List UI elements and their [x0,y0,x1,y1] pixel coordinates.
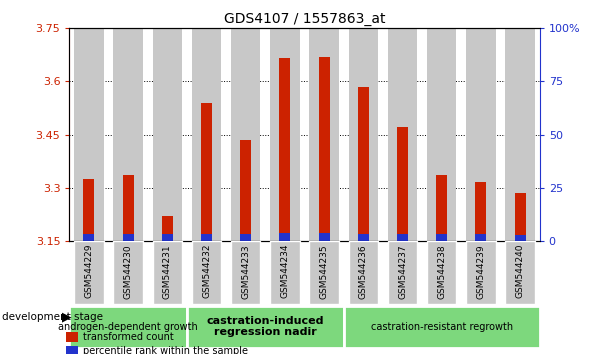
Bar [66,332,78,342]
Text: percentile rank within the sample: percentile rank within the sample [83,346,248,354]
Text: GSM544236: GSM544236 [359,244,368,298]
Bar [187,306,344,348]
Bar [240,140,251,241]
Bar [201,103,212,241]
Text: development stage: development stage [2,312,103,322]
Bar [427,241,456,304]
Text: GSM544230: GSM544230 [124,244,133,298]
Title: GDS4107 / 1557863_at: GDS4107 / 1557863_at [224,12,385,26]
Bar [270,241,300,304]
Bar [83,234,95,241]
Text: GSM544233: GSM544233 [241,244,250,298]
Bar [74,241,104,304]
Bar [309,241,339,304]
Bar [388,28,417,241]
Bar [505,241,535,304]
Bar [240,234,251,241]
Text: GSM544237: GSM544237 [398,244,407,298]
Text: GSM544240: GSM544240 [516,244,525,298]
Text: GSM544232: GSM544232 [202,244,211,298]
Bar [69,306,187,348]
Bar [318,57,330,241]
Bar [397,127,408,241]
Bar [153,28,182,241]
Bar [270,28,300,241]
Bar [231,28,260,241]
Bar [192,241,221,304]
Bar [344,306,540,348]
Bar [113,28,143,241]
Bar [153,241,182,304]
Bar [201,234,212,241]
Bar [436,234,447,241]
Bar [358,87,369,241]
Text: GSM544238: GSM544238 [437,244,446,298]
Bar [309,28,339,241]
Bar [466,28,496,241]
Bar [505,28,535,241]
Bar [122,234,134,241]
Bar [358,234,369,241]
Text: castration-resistant regrowth: castration-resistant regrowth [371,321,513,332]
Bar [514,193,526,241]
Bar [231,241,260,304]
Text: GSM544235: GSM544235 [320,244,329,298]
Bar [349,241,378,304]
Text: GSM544231: GSM544231 [163,244,172,298]
Bar [388,241,417,304]
Bar [427,28,456,241]
Text: castration-induced
regression nadir: castration-induced regression nadir [207,316,324,337]
Bar [466,241,496,304]
Bar [74,28,104,241]
Bar [349,28,378,241]
Bar [279,233,291,241]
Bar [475,234,487,241]
Bar [83,179,95,241]
Text: GSM544239: GSM544239 [476,244,485,298]
Text: androgen-dependent growth: androgen-dependent growth [58,321,198,332]
Bar [162,216,173,241]
Bar [192,28,221,241]
Text: GSM544234: GSM544234 [280,244,289,298]
Text: ▶: ▶ [62,310,72,323]
Bar [279,58,291,241]
Bar [436,175,447,241]
Bar [113,241,143,304]
Bar [514,235,526,241]
Bar [397,234,408,241]
Bar [475,182,487,241]
Text: GSM544229: GSM544229 [84,244,93,298]
Bar [122,175,134,241]
Text: transformed count: transformed count [83,332,174,342]
Bar [318,233,330,241]
Bar [162,234,173,241]
Bar [66,346,78,354]
